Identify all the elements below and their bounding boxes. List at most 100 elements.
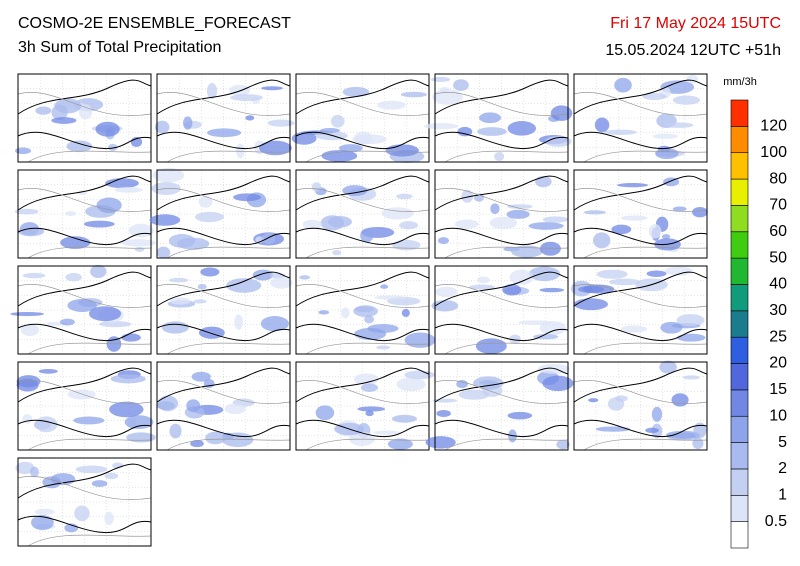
region-line	[27, 438, 152, 451]
precip-area	[198, 326, 225, 339]
precip-area	[64, 211, 77, 216]
precip-area	[291, 132, 317, 145]
precip-area	[161, 321, 189, 334]
map-frame	[17, 265, 152, 355]
colorbar-label: 100	[760, 144, 787, 161]
precip-area	[354, 131, 373, 145]
colorbar-label: 50	[769, 249, 787, 266]
map-panel	[154, 73, 295, 163]
precip-area	[353, 305, 378, 317]
region-line	[573, 92, 708, 116]
precip-area	[152, 167, 185, 183]
precip-area	[197, 283, 207, 290]
precip-area	[364, 315, 375, 324]
map-panel	[15, 457, 152, 547]
precip-area	[60, 236, 91, 249]
precip-area	[258, 140, 292, 156]
region-line	[583, 342, 708, 355]
precip-area	[404, 332, 436, 348]
region-line	[295, 188, 430, 212]
region-line	[444, 150, 569, 163]
precip-area	[494, 152, 505, 161]
map-frame	[434, 169, 569, 259]
border-line	[434, 419, 569, 438]
precip-area	[121, 333, 141, 342]
border-line	[573, 323, 708, 342]
precip-area	[539, 287, 565, 293]
precip-area	[454, 219, 479, 229]
precip-area	[169, 277, 189, 283]
colorbar-box	[730, 468, 749, 496]
region-line	[156, 188, 291, 212]
region-line	[166, 150, 291, 163]
precip-area	[436, 409, 451, 418]
precip-area	[15, 461, 35, 475]
map-frame	[156, 73, 291, 163]
precip-area	[270, 277, 293, 289]
precip-area	[104, 511, 114, 526]
region-line	[17, 284, 152, 308]
region-line	[573, 380, 708, 404]
colorbar-label: 2	[778, 460, 787, 477]
colorbar-label: 30	[769, 302, 787, 319]
precip-area	[692, 207, 708, 218]
border-line	[295, 323, 430, 342]
precip-area	[16, 378, 39, 392]
precip-area	[121, 239, 157, 247]
precip-area	[469, 284, 495, 290]
region-line	[434, 92, 569, 116]
precip-area	[391, 414, 418, 423]
precip-area	[357, 406, 386, 412]
precip-area	[582, 284, 615, 294]
map-panel	[434, 169, 569, 259]
precip-area	[430, 76, 451, 83]
precip-area	[664, 266, 693, 276]
map-frame	[573, 265, 708, 355]
precip-area	[99, 321, 132, 328]
precip-area	[545, 136, 572, 147]
border-line	[17, 463, 152, 499]
precip-area	[29, 466, 39, 478]
precip-area	[373, 430, 401, 435]
map-frame	[295, 265, 430, 355]
precip-area	[616, 183, 649, 188]
precip-area	[31, 514, 54, 531]
precip-area	[664, 122, 694, 128]
precip-area	[615, 395, 628, 402]
precip-area	[550, 105, 573, 121]
precip-area	[693, 422, 707, 439]
region-line	[156, 380, 291, 404]
precip-area	[392, 239, 421, 251]
map-frame	[156, 265, 291, 355]
precip-area	[475, 338, 507, 354]
map-frame	[156, 361, 291, 451]
region-line	[305, 438, 430, 451]
border-line	[17, 227, 152, 246]
map-frame	[17, 361, 152, 451]
precip-area	[168, 234, 196, 248]
precip-area	[686, 74, 699, 84]
precip-area	[507, 411, 533, 420]
precip-area	[169, 297, 191, 305]
precip-area	[611, 224, 632, 235]
colorbar-box	[730, 494, 749, 522]
precip-area	[73, 416, 105, 425]
precip-area	[387, 438, 413, 450]
colorbar-label: 120	[760, 118, 787, 135]
precip-area	[22, 272, 46, 279]
precip-area	[453, 79, 469, 91]
precip-area	[432, 89, 463, 105]
precip-area	[458, 389, 490, 400]
precip-area	[506, 209, 530, 219]
region-line	[17, 92, 152, 116]
colorbar-box	[730, 178, 749, 206]
precip-area	[596, 269, 628, 279]
precip-area	[342, 86, 370, 98]
precip-area	[380, 284, 389, 289]
map-panel	[571, 265, 708, 355]
colorbar-box	[730, 126, 749, 154]
precip-area	[261, 86, 283, 91]
map-frame	[434, 73, 569, 163]
border-line	[573, 419, 708, 438]
precip-area	[245, 115, 255, 121]
